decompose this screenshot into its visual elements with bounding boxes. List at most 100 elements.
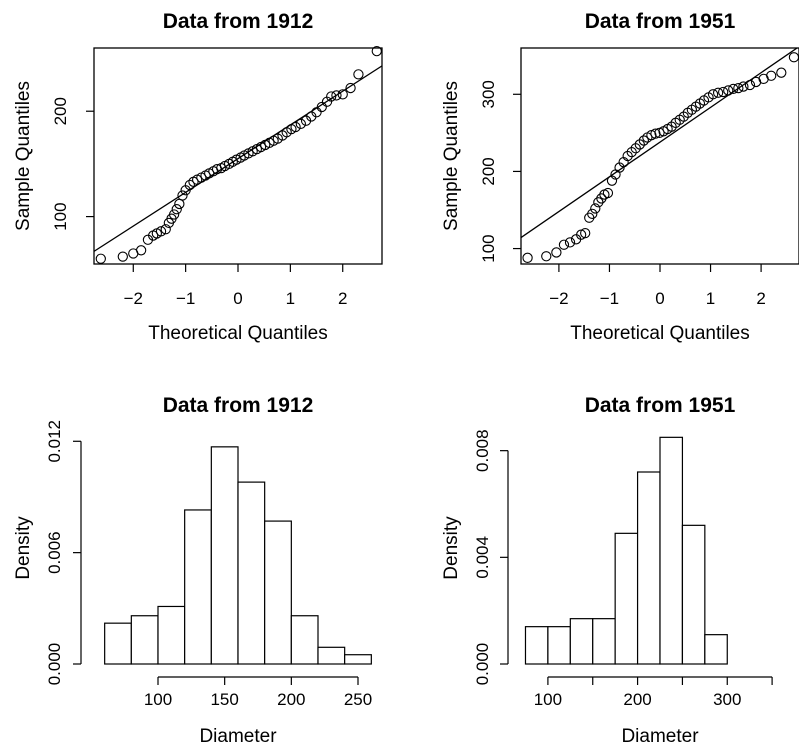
y-tick-label: 200 [479,157,498,185]
x-tick-label: 200 [623,690,651,709]
data-point [331,90,342,101]
x-tick-label: 2 [756,289,765,308]
data-point [638,135,649,146]
histogram-bar [157,605,186,665]
x-tick-label: −2 [549,289,568,308]
x-tick-label: 2 [338,289,347,308]
histogram-bar [210,446,239,665]
x-tick-label: 100 [144,690,172,709]
x-tick-label: −2 [124,289,143,308]
y-axis-label: Sample Quantiles [13,81,34,231]
y-axis-label: Density [441,516,462,580]
data-point [558,239,570,250]
histogram-bar [104,622,132,665]
histogram-bar [344,654,372,665]
plot-title: Data from 1912 [163,394,314,417]
y-tick-label: 0.000 [473,643,492,686]
data-point [593,197,604,208]
plot-frame [520,47,799,265]
y-tick-label: 0.000 [45,643,64,686]
x-tick-label: 250 [344,690,372,709]
x-tick-label: 1 [286,289,295,308]
x-axis-label: Diameter [199,726,277,747]
data-point [564,237,576,248]
histogram-bar [659,436,684,665]
data-point [160,224,171,235]
data-point [168,209,180,220]
y-tick-label: 0.012 [45,420,64,463]
y-tick-label: 200 [51,97,70,125]
data-point [541,251,552,262]
data-point [728,83,739,95]
y-tick-label: 100 [479,234,498,262]
histogram-bar [681,524,706,665]
histogram-bar [547,626,571,665]
histogram-bar [184,509,212,665]
data-point [337,89,348,100]
data-point [580,227,591,239]
data-point [326,91,337,102]
y-axis-label: Sample Quantiles [441,81,462,231]
data-point [155,226,167,237]
data-point [602,187,614,199]
data-point [766,70,777,81]
x-tick-label: −1 [600,289,619,308]
data-point [750,76,762,88]
histogram-bar [614,532,639,665]
data-point [522,252,533,263]
data-point [117,251,128,262]
y-tick-label: 300 [479,80,498,108]
y-tick-label: 100 [51,202,70,230]
data-point [788,52,799,63]
data-point [95,253,106,264]
x-tick-label: 0 [233,289,242,308]
x-tick-label: 150 [210,690,238,709]
y-tick-label: 0.004 [473,536,492,579]
data-point [316,101,327,113]
y-axis-label: Density [13,516,34,580]
histogram-bar [569,618,594,665]
data-point [776,67,787,78]
data-point [738,81,749,92]
data-point [184,179,195,191]
histogram-bar [237,481,266,665]
x-axis-label: Diameter [621,726,699,747]
data-point [174,198,185,210]
histogram-bar [592,618,616,665]
data-point [758,73,769,85]
x-tick-label: −1 [176,289,195,308]
data-point [606,175,618,186]
x-tick-label: 1 [706,289,715,308]
qq-reference-line [521,48,799,239]
data-point [733,82,744,94]
data-point [596,193,607,204]
x-tick-label: 300 [713,690,741,709]
data-point [311,107,322,118]
data-point [707,89,719,100]
data-point [295,118,306,130]
data-point [345,82,356,94]
x-tick-label: 0 [655,289,664,308]
y-tick-label: 0.006 [45,531,64,574]
y-tick-label: 0.008 [473,429,492,472]
plot-frame [93,47,383,265]
data-point [590,203,601,214]
data-point [290,121,301,133]
data-point [371,46,382,57]
x-tick-label: 100 [534,690,562,709]
data-point [135,245,147,256]
x-axis-label: Theoretical Quantiles [570,323,750,344]
histogram-bar [524,626,549,665]
histogram-bar [264,520,292,665]
data-point [587,208,598,220]
data-point [171,204,182,215]
x-tick-label: 200 [277,690,305,709]
x-axis-label: Theoretical Quantiles [148,323,328,344]
data-point [723,85,734,96]
histogram-bar [636,471,661,665]
plot-title: Data from 1951 [585,394,736,417]
data-point [718,86,729,98]
data-point [177,190,188,201]
plot-title: Data from 1951 [585,10,736,33]
